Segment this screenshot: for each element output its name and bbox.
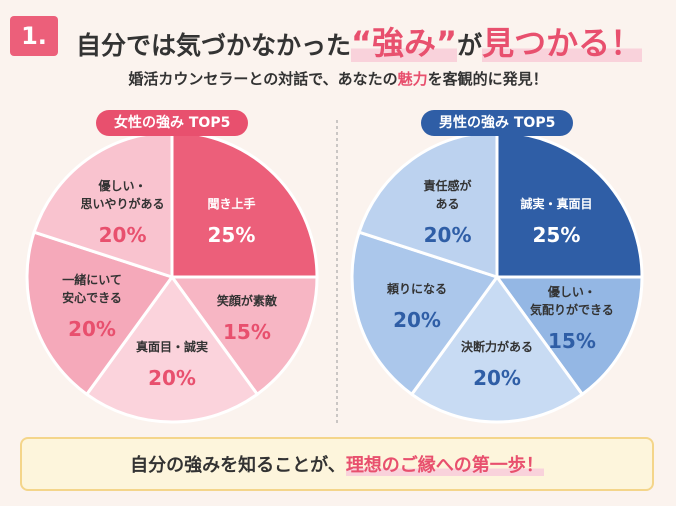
pie-slice	[84, 274, 260, 424]
title: 自分では気づかなかった“強み”が見つかる！	[76, 18, 643, 64]
slice-label: 聞き上手	[207, 196, 256, 211]
slice-value: 20%	[98, 222, 147, 247]
slice-label: 頼りになる	[387, 281, 448, 296]
slice-value: 20%	[473, 366, 521, 391]
pie-slice	[494, 275, 644, 397]
slice-label: 一緒にいて 安心できる	[62, 272, 122, 305]
chart-title: 女性の強み TOP5	[96, 110, 249, 136]
chart-title: 男性の強み TOP5	[421, 110, 574, 136]
slice-value: 20%	[423, 222, 472, 247]
subtitle-text: を客観的に発見！	[427, 70, 548, 88]
footer-highlight: 理想のご縁への第一歩！	[345, 455, 544, 476]
slice-label: 真面目・誠実	[135, 340, 209, 355]
pie-slice	[409, 274, 585, 424]
slice-label: 笑顔が素敵	[216, 294, 277, 309]
title-text: 自分では気づかなかった	[76, 31, 352, 60]
slice-value: 20%	[393, 307, 441, 332]
subtitle-text: 婚活カウンセラーとの対話で、あなたの	[128, 70, 398, 88]
slice-label: 優しい・ 気配りができる	[530, 285, 614, 318]
section-number: 1.	[10, 16, 58, 56]
slice-value: 15%	[547, 329, 596, 354]
title-text: が	[457, 31, 483, 60]
slice-label: 優しい・ 思いやりがある	[80, 178, 165, 211]
subtitle: 婚活カウンセラーとの対話で、あなたの魅力を客観的に発見！	[0, 68, 676, 89]
slice-value: 25%	[532, 222, 581, 247]
footer-text: 自分の強みを知ることが、	[130, 455, 346, 476]
slice-label: 誠実・真面目	[520, 196, 593, 211]
pie-slice	[169, 275, 319, 397]
slice-value: 15%	[222, 320, 271, 345]
title-highlight: “強み”	[351, 24, 458, 62]
footer: 自分の強みを知ることが、理想のご縁への第一歩！	[20, 437, 654, 491]
pie-slice	[25, 230, 175, 397]
pie-slice	[350, 230, 500, 397]
slice-value: 20%	[68, 316, 116, 341]
subtitle-highlight: 魅力	[397, 70, 428, 88]
title-highlight: 見つかる！	[482, 24, 643, 62]
slice-value: 25%	[207, 222, 256, 247]
slice-value: 20%	[148, 366, 196, 391]
slice-label: 決断力がある	[460, 340, 534, 355]
slice-label: 責任感が ある	[423, 178, 472, 211]
